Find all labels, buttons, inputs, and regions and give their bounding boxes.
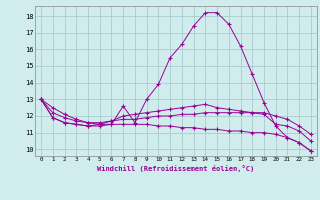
X-axis label: Windchill (Refroidissement éolien,°C): Windchill (Refroidissement éolien,°C) [97,165,255,172]
